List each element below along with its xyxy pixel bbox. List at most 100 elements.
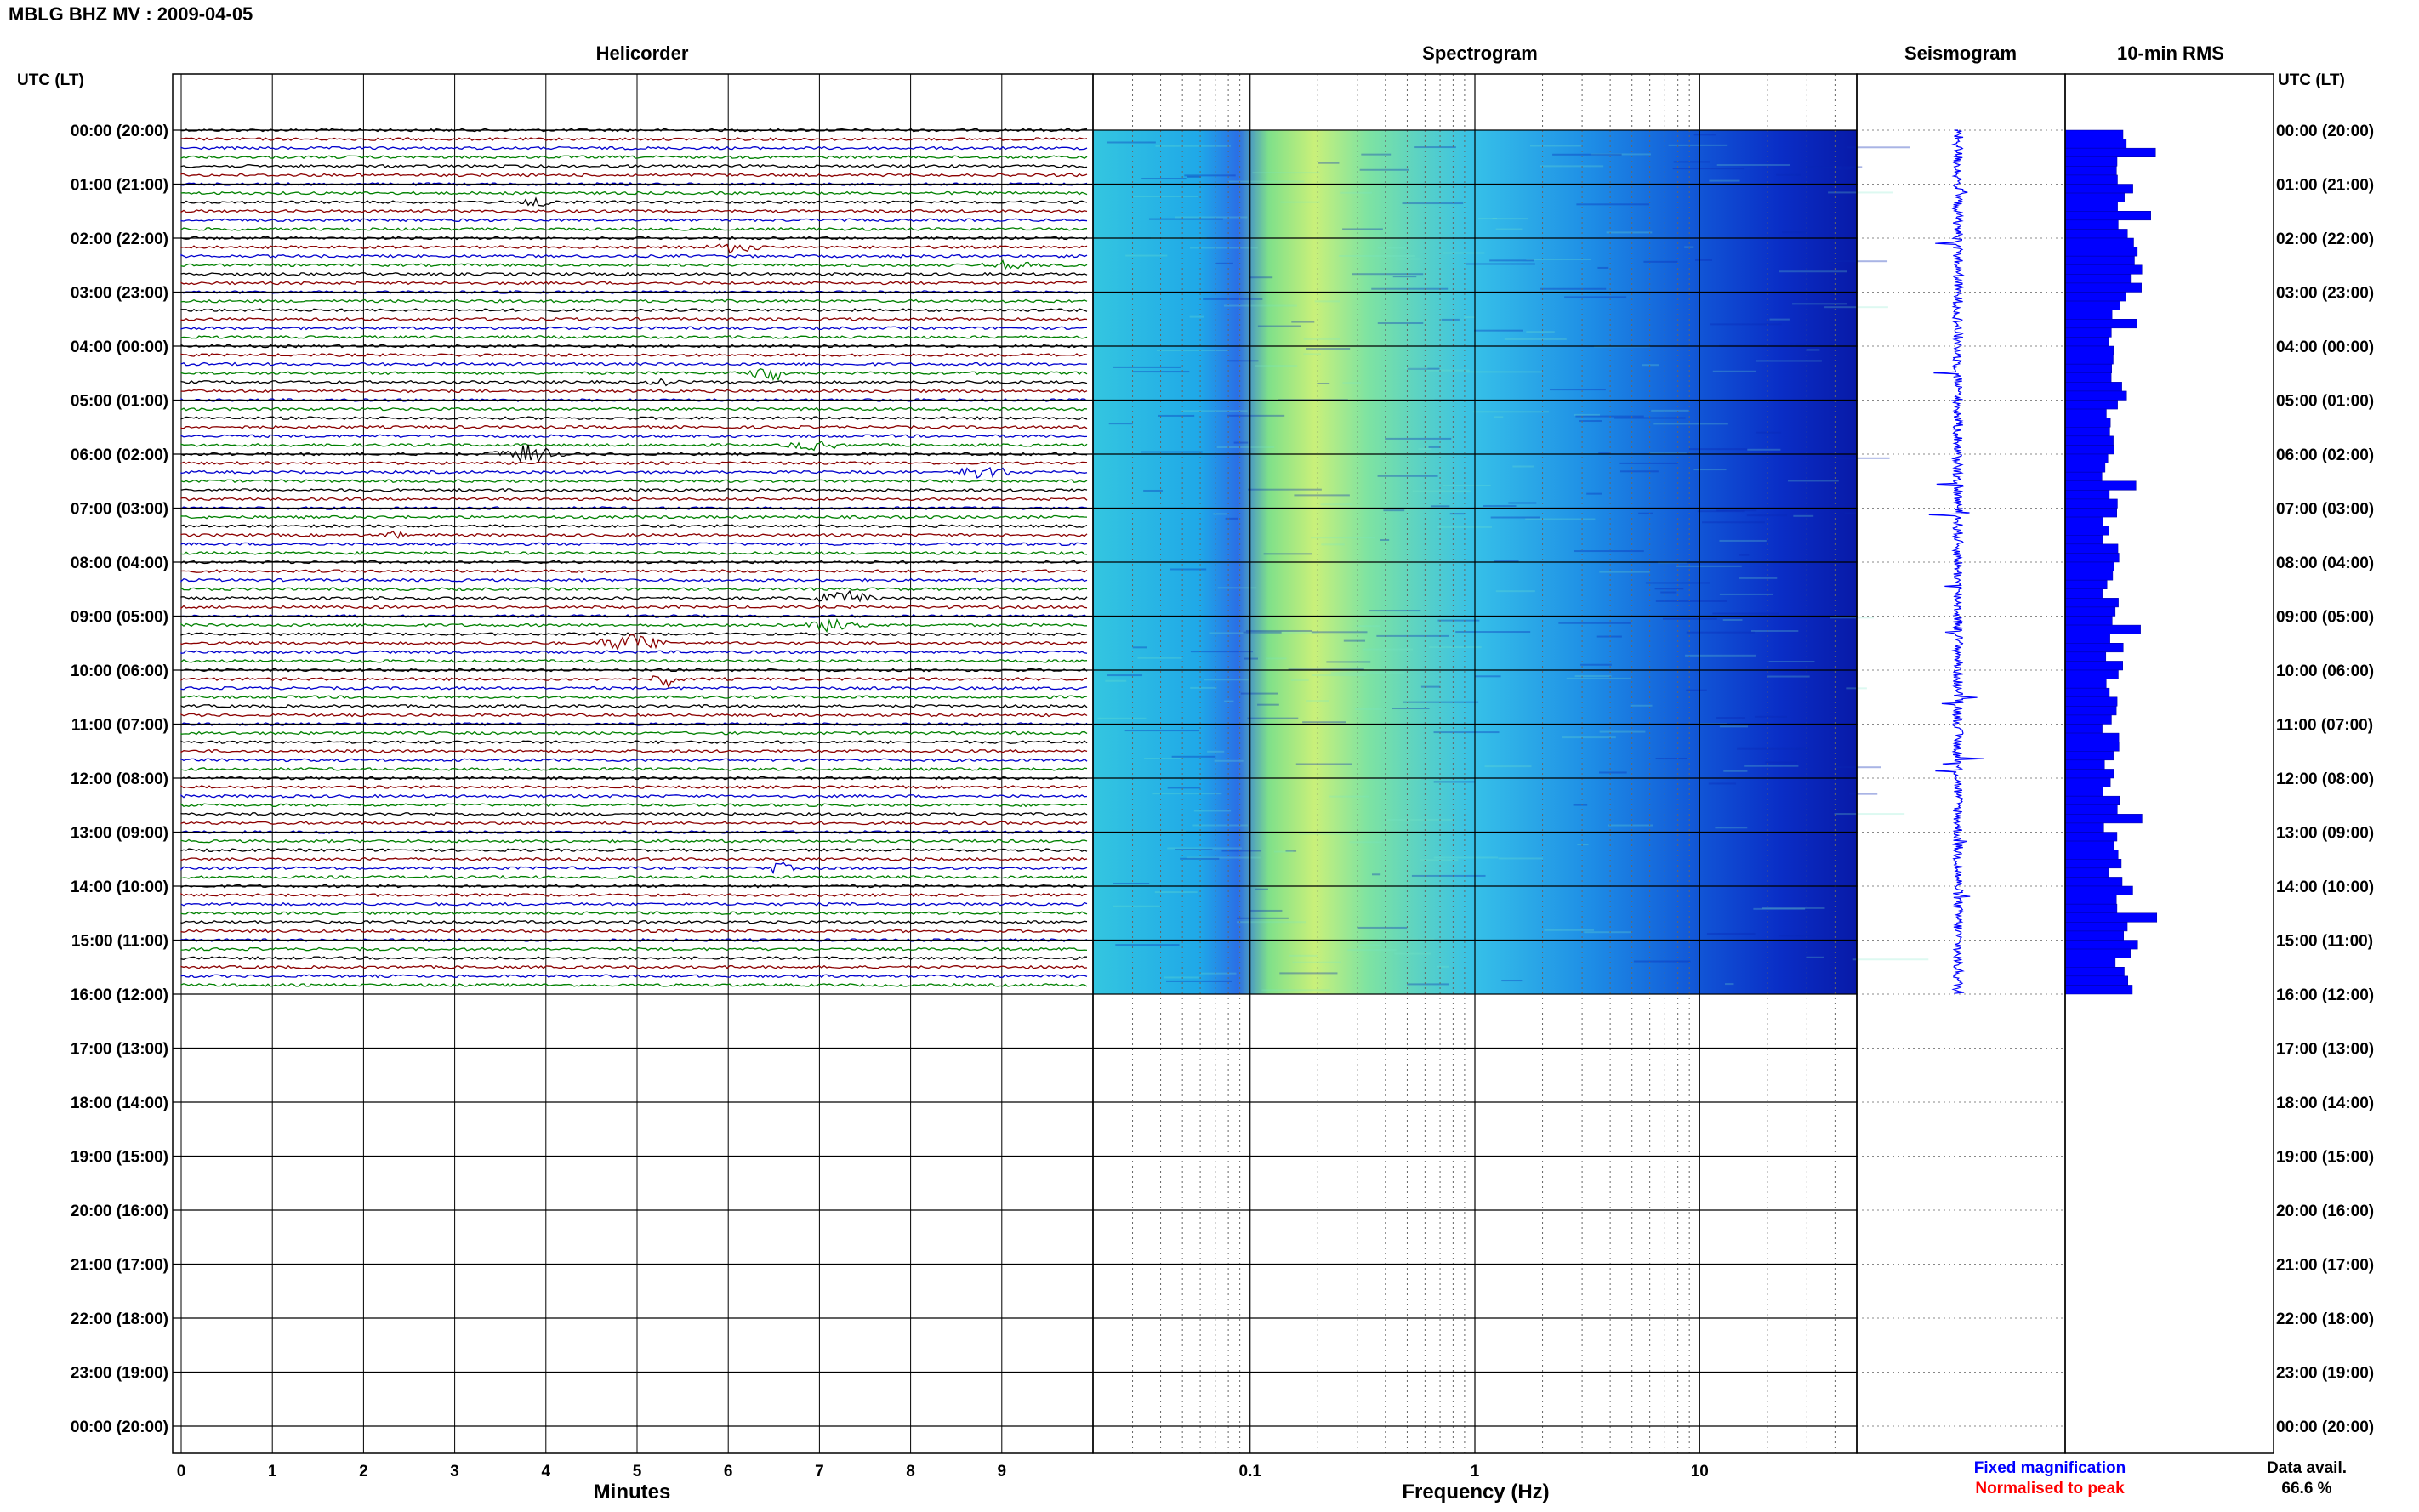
helicorder-trace xyxy=(180,803,1088,808)
time-label-right: 23:00 (19:00) xyxy=(2276,1365,2374,1383)
spectrogram-streak xyxy=(1165,980,1232,982)
time-label-left: 22:00 (18:00) xyxy=(71,1310,168,1328)
figure-title: MBLG BHZ MV : 2009-04-05 xyxy=(9,3,253,25)
spectrogram-streak xyxy=(1558,622,1631,624)
spectrogram-streak xyxy=(1396,258,1421,260)
helicorder-trace xyxy=(180,617,1088,634)
rms-bar xyxy=(2064,822,2104,833)
spectrogram-streak xyxy=(1357,926,1408,929)
spectrogram-streak xyxy=(1466,371,1543,373)
spectrogram-streak xyxy=(1495,590,1535,593)
spectrogram-streak xyxy=(1157,350,1229,352)
helicorder-trace xyxy=(180,856,1088,861)
minutes-tick-label: 7 xyxy=(815,1463,824,1481)
x-axis-ticks: 0 1 2 3 4 5 6 7 8 9 0.1 1 10 xyxy=(177,1463,1709,1481)
spectrogram-streak xyxy=(1113,905,1160,907)
rms-bar xyxy=(2064,706,2117,716)
time-label-left: 05:00 (01:00) xyxy=(71,393,168,411)
spectrogram-streak xyxy=(1722,619,1743,622)
rms-bar xyxy=(2064,958,2116,968)
spectrogram-streak xyxy=(1303,353,1321,355)
helicorder-trace xyxy=(180,776,1088,781)
helicorder-trace xyxy=(180,587,1088,592)
spectrogram-streak xyxy=(1289,954,1318,957)
spectrogram-streak xyxy=(1237,921,1306,924)
spectrogram-streak xyxy=(1689,448,1748,451)
spectrogram-streak xyxy=(1407,367,1440,370)
minutes-tick-label: 8 xyxy=(906,1463,915,1481)
spectrogram-streak xyxy=(1233,441,1249,444)
time-label-left: 01:00 (21:00) xyxy=(71,177,168,195)
spectrogram-panel xyxy=(1092,74,1929,1453)
spectrogram-streak xyxy=(1148,218,1223,220)
time-label-right: 21:00 (17:00) xyxy=(2276,1257,2374,1275)
legend-normalised-to-peak: Normalised to peak xyxy=(1975,1480,2125,1498)
spectrogram-streak xyxy=(1361,153,1392,156)
spectrogram-streak xyxy=(1330,672,1405,674)
helicorder-trace xyxy=(180,793,1088,799)
spectrogram-streak xyxy=(1630,704,1653,707)
rms-bar xyxy=(2064,940,2138,950)
time-label-left: 20:00 (16:00) xyxy=(71,1202,168,1220)
spectrogram-streak xyxy=(1249,631,1319,634)
spectrogram-streak xyxy=(1285,850,1297,852)
helicorder-trace xyxy=(180,298,1088,304)
spectrogram-streak xyxy=(1255,888,1268,890)
spectrogram-streak xyxy=(1655,600,1727,602)
spectrogram-streak xyxy=(1792,303,1847,305)
rms-bar xyxy=(2064,292,2126,302)
time-label-right: 14:00 (10:00) xyxy=(2276,878,2374,896)
spectrogram-streak xyxy=(1404,367,1428,370)
spectrogram-streak xyxy=(1180,857,1220,860)
seismogram-panel xyxy=(1857,129,2065,1427)
spectrogram-streak xyxy=(1756,360,1822,362)
spectrogram-streak xyxy=(1608,824,1653,827)
rms-bar xyxy=(2064,687,2110,698)
spectrogram-streak xyxy=(1719,539,1767,542)
spectrogram-streak xyxy=(1685,654,1756,657)
helicorder-trace xyxy=(180,196,1088,207)
rms-bar xyxy=(2064,498,2118,509)
spectrogram-streak xyxy=(1358,944,1382,946)
time-label-right: 02:00 (22:00) xyxy=(2276,230,2374,248)
spectrogram-streak xyxy=(1599,730,1646,733)
spectrogram-streak xyxy=(1474,329,1523,332)
spectrogram-streak xyxy=(1154,891,1198,894)
rms-bar xyxy=(2064,516,2103,526)
helicorder-trace xyxy=(180,389,1088,394)
time-label-left: 11:00 (07:00) xyxy=(71,717,168,735)
spectrogram-streak xyxy=(1097,717,1147,719)
rms-bar xyxy=(2064,985,2133,995)
helicorder-trace xyxy=(180,316,1088,321)
time-label-right: 19:00 (15:00) xyxy=(2276,1149,2374,1167)
minutes-tick-label: 5 xyxy=(633,1463,642,1481)
time-label-left: 08:00 (04:00) xyxy=(71,554,168,572)
spectrogram-streak xyxy=(1152,793,1222,795)
rms-bar xyxy=(2064,922,2128,932)
time-label-right: 09:00 (05:00) xyxy=(2276,609,2374,627)
rms-bar xyxy=(2064,903,2118,913)
time-label-left: 03:00 (23:00) xyxy=(71,285,168,303)
helicorder-trace xyxy=(180,821,1088,826)
rms-bar xyxy=(2064,382,2122,392)
spectrogram-streak xyxy=(1693,469,1727,471)
spectrogram-streak xyxy=(1827,260,1888,263)
helicorder-trace xyxy=(180,929,1088,934)
helicorder-trace xyxy=(180,226,1088,231)
rms-bar xyxy=(2064,598,2119,608)
frequency-axis-label: Frequency (Hz) xyxy=(1402,1481,1549,1503)
rms-bar xyxy=(2064,166,2117,176)
rms-bar xyxy=(2064,850,2119,860)
minutes-tick-label: 2 xyxy=(359,1463,368,1481)
helicorder-trace xyxy=(180,190,1088,196)
spectrogram-streak xyxy=(1420,938,1435,941)
spectrogram-streak xyxy=(1695,259,1713,261)
right-time-labels: 00:00 (20:00) 01:00 (21:00) 02:00 (22:00) 0… xyxy=(2276,122,2374,1436)
spectrogram-streak xyxy=(1288,668,1364,671)
spectrogram-streak xyxy=(1710,323,1782,326)
spectrogram-streak xyxy=(1645,582,1710,584)
spectrogram-streak xyxy=(1437,619,1480,622)
spectrogram-streak xyxy=(1343,639,1366,642)
helicorder-trace xyxy=(180,326,1088,331)
rms-bar xyxy=(2064,147,2156,158)
